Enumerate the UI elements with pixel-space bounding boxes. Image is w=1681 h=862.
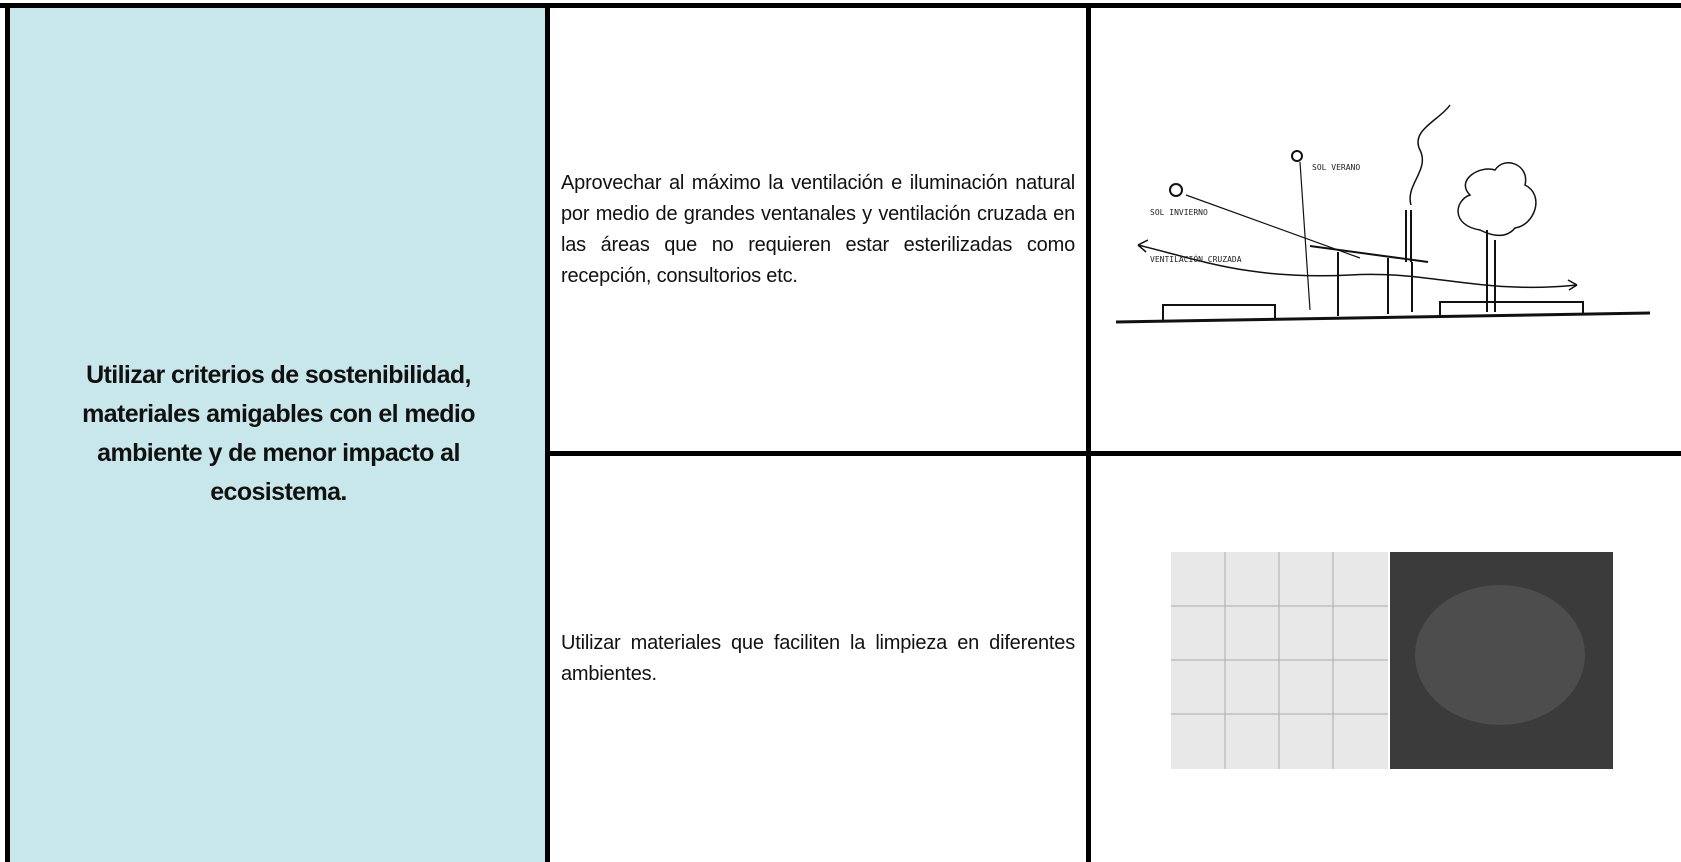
sketch-label: SOL VERANO — [1312, 163, 1360, 172]
row-cell: Aprovechar al máximo la ventilación e il… — [549, 6, 1088, 453]
border — [545, 3, 550, 862]
lead-cell: Utilizar criterios de sostenibilidad, ma… — [8, 6, 549, 862]
sketch-label: SOL INVIERNO — [1150, 208, 1208, 217]
tile-grid — [1171, 552, 1388, 769]
border — [5, 3, 10, 862]
row-text: Utilizar materiales que faciliten la lim… — [561, 631, 1075, 685]
sketch-label: VENTILACIÓN CRUZADA — [1150, 253, 1242, 264]
stone-texture — [1415, 585, 1585, 725]
lead-text: Utilizar criterios de sostenibilidad, ma… — [82, 361, 475, 506]
row-cell: Utilizar materiales que faciliten la lim… — [549, 455, 1088, 862]
border — [0, 3, 1681, 8]
border — [547, 451, 1681, 456]
border — [1086, 3, 1091, 862]
sketch — [1115, 104, 1651, 324]
row-text: Aprovechar al máximo la ventilación e il… — [561, 171, 1075, 287]
